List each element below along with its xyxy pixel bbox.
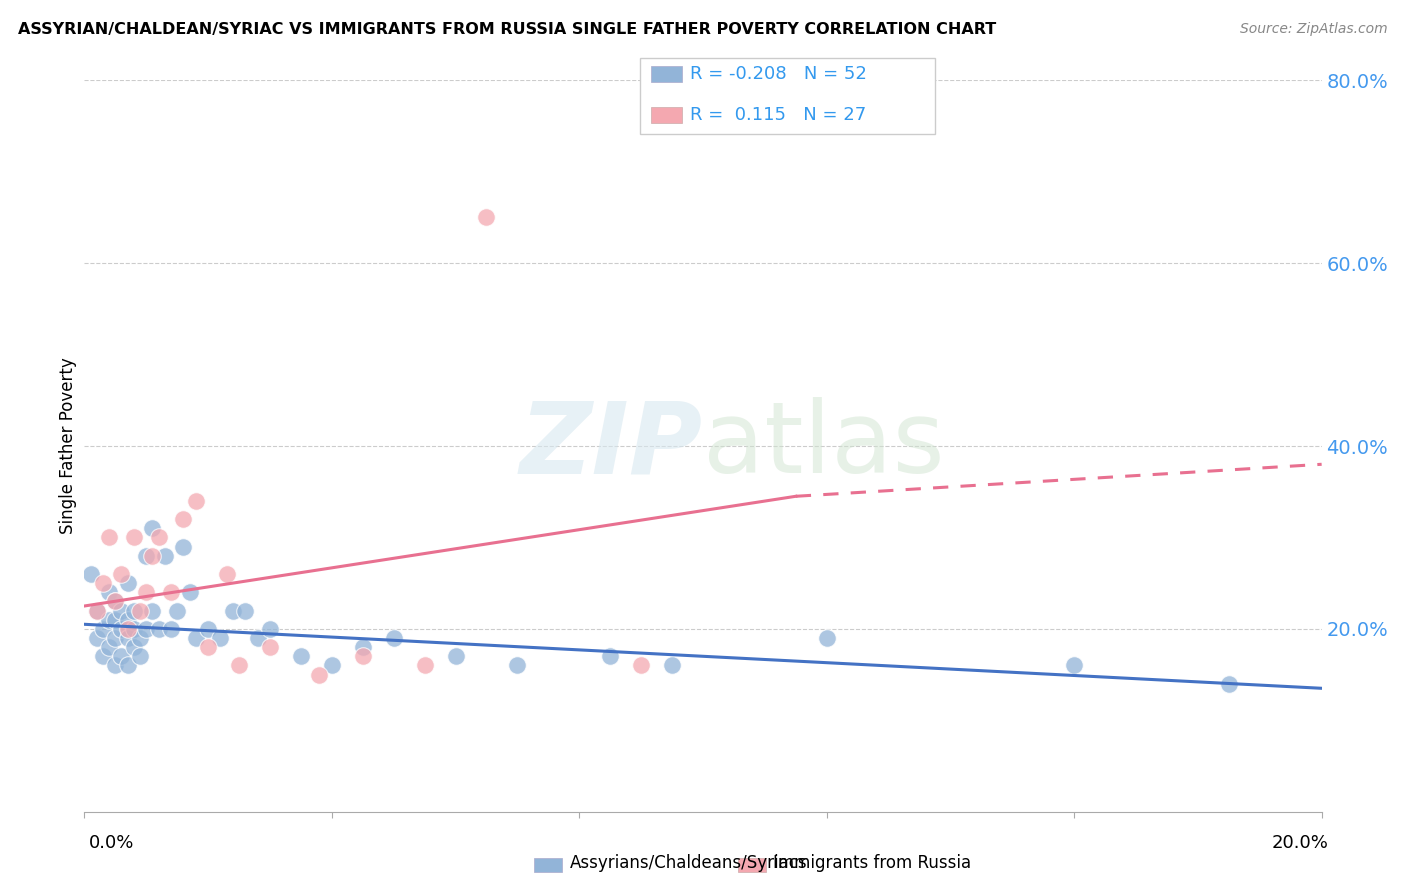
Point xyxy=(122,622,145,636)
Point xyxy=(308,667,330,681)
Point xyxy=(129,603,152,617)
Point xyxy=(215,567,238,582)
Point xyxy=(506,658,529,673)
Point xyxy=(148,530,170,544)
Text: Immigrants from Russia: Immigrants from Russia xyxy=(773,855,972,872)
Point xyxy=(352,649,374,664)
Text: Assyrians/Chaldeans/Syriacs: Assyrians/Chaldeans/Syriacs xyxy=(569,855,807,872)
Point xyxy=(129,631,152,645)
Point xyxy=(382,631,405,645)
Text: 0.0%: 0.0% xyxy=(89,834,134,852)
Point xyxy=(754,92,776,106)
Text: atlas: atlas xyxy=(703,398,945,494)
Point xyxy=(815,631,838,645)
Point xyxy=(160,622,183,636)
Point xyxy=(98,585,121,599)
Point xyxy=(135,622,157,636)
Point xyxy=(129,649,152,664)
Text: 20.0%: 20.0% xyxy=(1272,834,1329,852)
Text: Source: ZipAtlas.com: Source: ZipAtlas.com xyxy=(1240,22,1388,37)
Point xyxy=(413,658,436,673)
Point xyxy=(233,603,256,617)
Point xyxy=(246,631,269,645)
Point xyxy=(141,603,163,617)
Point xyxy=(86,631,108,645)
Point xyxy=(172,512,194,526)
Point xyxy=(91,576,114,591)
Point xyxy=(104,658,127,673)
Point xyxy=(141,549,163,563)
Point xyxy=(661,658,683,673)
Point xyxy=(104,594,127,608)
Point xyxy=(91,649,114,664)
Point xyxy=(179,585,201,599)
Point xyxy=(148,622,170,636)
Point xyxy=(197,640,219,655)
Text: R =  0.115   N = 27: R = 0.115 N = 27 xyxy=(690,106,866,124)
Point xyxy=(141,521,163,535)
Text: ZIP: ZIP xyxy=(520,398,703,494)
Point xyxy=(86,603,108,617)
Point xyxy=(290,649,312,664)
Point xyxy=(117,613,139,627)
Point xyxy=(117,622,139,636)
Point xyxy=(110,567,132,582)
Point xyxy=(166,603,188,617)
Point xyxy=(110,622,132,636)
Point xyxy=(98,613,121,627)
Point xyxy=(98,530,121,544)
Point xyxy=(1063,658,1085,673)
Point xyxy=(259,640,281,655)
Point xyxy=(222,603,245,617)
Point xyxy=(110,603,132,617)
Point xyxy=(117,631,139,645)
Point xyxy=(475,211,498,225)
Point xyxy=(135,585,157,599)
Point xyxy=(184,631,207,645)
Point xyxy=(122,640,145,655)
Point xyxy=(444,649,467,664)
Point xyxy=(104,594,127,608)
Point xyxy=(104,631,127,645)
Point xyxy=(209,631,232,645)
Point xyxy=(135,549,157,563)
Y-axis label: Single Father Poverty: Single Father Poverty xyxy=(59,358,77,534)
Text: R = -0.208   N = 52: R = -0.208 N = 52 xyxy=(690,65,868,83)
Point xyxy=(104,613,127,627)
Point xyxy=(91,622,114,636)
Point xyxy=(110,649,132,664)
Point xyxy=(153,549,176,563)
Point xyxy=(184,493,207,508)
Point xyxy=(122,603,145,617)
Point xyxy=(172,540,194,554)
Point xyxy=(599,649,621,664)
Point xyxy=(117,576,139,591)
Point xyxy=(352,640,374,655)
Point xyxy=(228,658,250,673)
Point xyxy=(86,603,108,617)
Point xyxy=(1218,676,1240,690)
Point xyxy=(117,658,139,673)
Point xyxy=(259,622,281,636)
Text: ASSYRIAN/CHALDEAN/SYRIAC VS IMMIGRANTS FROM RUSSIA SINGLE FATHER POVERTY CORRELA: ASSYRIAN/CHALDEAN/SYRIAC VS IMMIGRANTS F… xyxy=(18,22,997,37)
Point xyxy=(321,658,343,673)
Point xyxy=(122,530,145,544)
Point xyxy=(160,585,183,599)
Point xyxy=(197,622,219,636)
Point xyxy=(98,640,121,655)
Point xyxy=(630,658,652,673)
Point xyxy=(79,567,101,582)
